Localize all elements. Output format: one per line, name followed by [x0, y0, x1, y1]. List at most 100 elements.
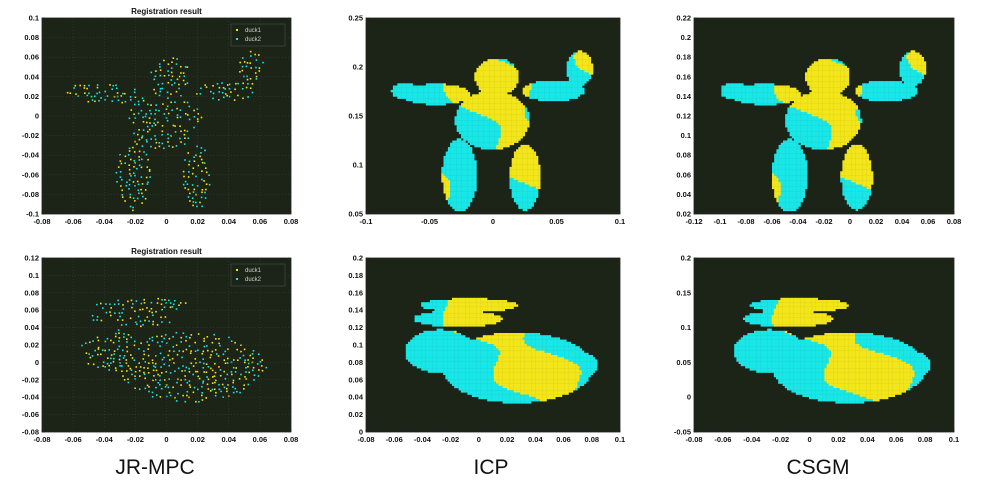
cloud-point: [436, 96, 440, 99]
cloud-point: [505, 111, 508, 115]
cloud-point: [513, 103, 517, 106]
cloud-point: [820, 74, 823, 77]
cloud-point: [840, 70, 843, 73]
cloud-point: [410, 94, 413, 97]
cloud-point: [138, 164, 141, 167]
cloud-point: [789, 193, 792, 196]
cloud-point: [868, 177, 872, 181]
cloud-point: [866, 193, 869, 196]
cloud-point: [200, 158, 203, 161]
cloud-point: [864, 169, 867, 172]
cloud-point: [811, 72, 814, 75]
cloud-point: [154, 135, 156, 137]
cloud-point: [851, 182, 854, 185]
cloud-point: [529, 166, 532, 170]
cloud-point: [121, 101, 123, 104]
cloud-point: [844, 116, 847, 119]
cloud-point: [443, 158, 446, 161]
cloud-point: [461, 129, 464, 132]
cloud-point: [432, 94, 435, 97]
cloud-point: [783, 173, 786, 176]
cloud-point: [485, 116, 488, 119]
cloud-point: [467, 153, 471, 157]
cloud-point: [474, 136, 477, 139]
cloud-point: [494, 94, 497, 97]
cloud-point: [794, 175, 797, 179]
cloud-point: [798, 180, 801, 183]
cloud-point: [511, 195, 515, 198]
cloud-point: [756, 87, 759, 91]
cloud-point: [809, 122, 812, 126]
cloud-point: [862, 169, 865, 172]
cloud-point: [741, 87, 744, 91]
cloud-point: [787, 160, 790, 163]
cloud-point: [794, 162, 797, 165]
cloud-point: [783, 87, 786, 91]
cloud-point: [130, 99, 132, 101]
cloud-point: [787, 116, 790, 119]
cloud-point: [450, 169, 453, 172]
cloud-point: [513, 171, 517, 174]
cloud-point: [765, 103, 768, 106]
cloud-point: [533, 162, 537, 165]
cloud-point: [873, 94, 876, 97]
cloud-point: [447, 100, 451, 104]
cloud-point: [844, 118, 847, 121]
cloud-point: [855, 153, 858, 157]
cloud-point: [465, 193, 468, 196]
cloud-point: [79, 84, 81, 87]
cloud-point: [747, 87, 751, 91]
cloud-point: [454, 191, 457, 194]
cloud-point: [831, 105, 834, 108]
cloud-point: [509, 122, 512, 126]
cloud-point: [776, 94, 779, 97]
cloud-point: [813, 133, 817, 137]
cloud-point: [465, 114, 468, 117]
cloud-point: [522, 125, 526, 128]
cloud-point: [802, 164, 806, 168]
cloud-point: [509, 74, 512, 77]
cloud-point: [533, 177, 537, 181]
cloud-point: [458, 129, 462, 132]
cloud-point: [500, 78, 504, 82]
cloud-point: [571, 81, 574, 84]
cloud-point: [518, 160, 521, 163]
cloud-point: [840, 76, 843, 80]
cloud-point: [871, 83, 874, 86]
cloud-point: [511, 131, 515, 135]
cloud-point: [182, 72, 185, 74]
cloud-point: [844, 81, 847, 84]
cloud-point: [511, 160, 515, 163]
cloud-point: [465, 98, 468, 102]
cloud-point: [452, 186, 455, 190]
cloud-point: [809, 111, 812, 115]
cloud-point: [463, 175, 466, 179]
cloud-point: [862, 151, 865, 154]
cloud-point: [895, 89, 898, 93]
cloud-point: [115, 171, 118, 174]
cloud-point: [155, 70, 157, 72]
cloud-point: [465, 195, 468, 198]
cloud-point: [454, 175, 457, 179]
cloud-point: [853, 193, 856, 196]
cloud-point: [445, 193, 449, 196]
cloud-point: [824, 103, 828, 106]
cloud-point: [829, 107, 832, 110]
cloud-point: [520, 195, 523, 198]
cloud-point: [811, 74, 814, 77]
cloud-point: [778, 85, 781, 88]
cloud-point: [857, 153, 861, 157]
cloud-point: [141, 192, 143, 195]
cloud-point: [562, 94, 565, 97]
cloud-point: [838, 103, 841, 106]
cloud-point: [778, 175, 781, 179]
cloud-point: [535, 160, 539, 163]
cloud-point: [895, 94, 898, 97]
cloud-point: [538, 164, 541, 168]
cloud-point: [791, 96, 795, 99]
cloud-point: [483, 105, 486, 108]
cloud-point: [789, 173, 792, 176]
cloud-point: [789, 116, 792, 119]
cloud-point: [94, 95, 96, 98]
cloud-point: [452, 85, 455, 88]
